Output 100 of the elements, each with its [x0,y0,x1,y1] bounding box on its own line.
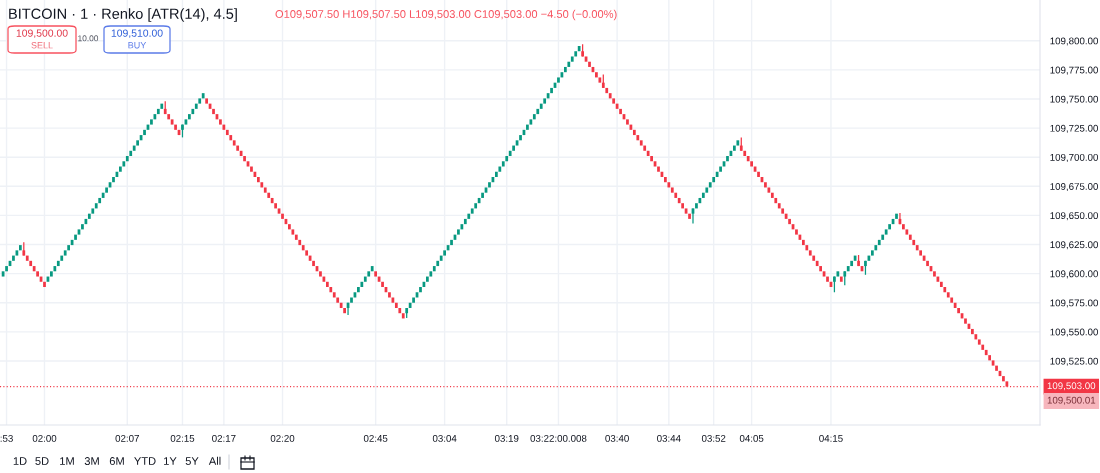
candlestick [481,192,484,198]
candlestick [398,307,402,314]
candlestick [32,266,36,272]
candlestick [294,234,298,240]
candlestick [995,365,998,371]
candlestick [256,176,260,183]
candlestick [67,245,71,251]
candlestick [43,281,46,288]
candlestick [339,302,343,308]
candlestick [981,344,985,350]
candlestick [839,276,843,282]
candlestick [870,250,874,256]
y-tick-label: 109,625.00 [1050,241,1098,250]
candlestick [733,145,736,151]
candlestick [874,245,878,251]
candlestick [532,114,536,120]
candlestick [708,182,712,188]
y-tick-label: 109,725.00 [1050,124,1098,133]
text: 109,500.01 [1047,396,1096,405]
candlestick [363,276,367,282]
candlestick [460,224,464,230]
candlestick [5,266,8,272]
candlestick [688,213,691,219]
candlestick [429,271,433,277]
candlestick [877,239,881,246]
candlestick [543,98,547,104]
candlestick [677,197,681,204]
y-tick-label: 109,525.00 [1050,357,1098,366]
text: 1Y [164,457,177,465]
candlestick [526,124,529,130]
candlestick [977,339,981,345]
annotation: 10.00 [78,35,99,42]
candlestick [884,229,888,235]
candlestick [60,255,64,261]
candlestick [153,114,157,120]
candlestick [205,98,208,104]
candlestick [119,166,122,172]
candlestick [953,302,957,308]
candlestick [263,187,267,193]
candlestick [974,334,978,340]
x-tick-label: 03:40 [605,434,629,442]
candlestick [888,224,891,230]
candlestick [736,140,740,146]
candlestick [743,150,747,157]
candlestick [288,224,291,230]
candlestick [563,66,567,73]
candlestick [53,266,57,272]
candlestick [132,145,136,151]
candlestick [150,119,153,125]
candlestick [143,129,146,136]
candlestick [267,192,271,198]
candlestick [12,255,15,261]
candlestick [864,260,867,276]
candlestick [926,260,929,267]
candlestick [567,61,571,67]
x-tick-label: 02:00 [32,434,57,442]
candlestick [450,239,453,246]
candlestick [750,161,754,167]
candlestick [767,187,771,193]
candlestick [636,135,640,141]
candlestick [125,156,129,162]
candlestick [881,234,885,240]
candlestick [539,103,543,109]
candlestick [319,271,322,277]
candlestick [950,297,954,303]
candlestick [777,203,781,209]
candlestick [701,192,705,198]
candlestick [612,98,616,104]
candlestick [29,260,33,267]
candlestick [374,271,378,277]
candlestick [643,145,647,151]
x-tick-label: 04:15 [819,434,843,442]
annotation: 109,500.00 [16,29,68,39]
candlestick [984,349,988,356]
candlestick [463,218,467,225]
candlestick [112,176,115,183]
candlestick [764,182,767,188]
candlestick [412,297,415,303]
y-tick-label: 109,600.00 [1050,270,1098,279]
candlestick [474,203,478,209]
annotation: BUY [128,42,147,49]
y-tick-label: 109,750.00 [1050,95,1098,104]
text: 6M [109,457,124,465]
y-tick-label: 109,575.00 [1050,299,1098,308]
candlestick [201,93,205,99]
candlestick [388,292,391,298]
candlestick [436,260,440,267]
candlestick [719,166,722,172]
candlestick [805,245,809,251]
y-tick-label: 109,800.00 [1050,37,1098,46]
candlestick [605,87,609,94]
candlestick [902,224,905,230]
candlestick [332,292,336,298]
candlestick [291,229,295,235]
candlestick [270,197,274,204]
candlestick [229,135,233,141]
candlestick [232,140,236,146]
candlestick [222,124,226,130]
candlestick [815,260,819,267]
candlestick [18,245,22,251]
